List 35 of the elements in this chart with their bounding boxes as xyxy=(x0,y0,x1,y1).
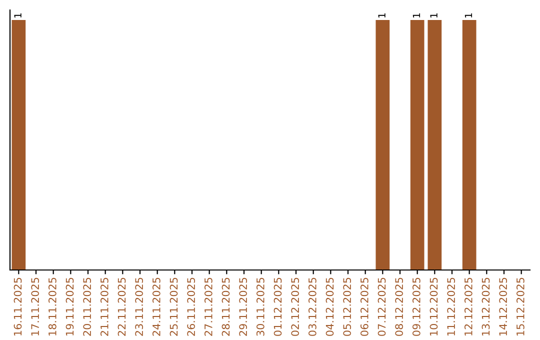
x-tick-label: 17.11.2025 xyxy=(31,278,40,336)
data-label: 1 xyxy=(14,13,22,18)
x-tick-label: 02.12.2025 xyxy=(291,278,300,336)
x-tick-label: 04.12.2025 xyxy=(326,278,334,336)
x-tick-label: 20.11.2025 xyxy=(83,278,92,336)
x-tick-label: 13.12.2025 xyxy=(482,278,490,336)
x-tick-label: 15.12.2025 xyxy=(516,278,524,336)
x-tick-label: 19.11.2025 xyxy=(66,278,74,336)
x-tick-label: 28.11.2025 xyxy=(222,278,230,336)
x-tick-label: 18.11.2025 xyxy=(48,278,56,336)
x-tick-label: 07.12.2025 xyxy=(378,278,386,336)
x-tick-label: 05.12.2025 xyxy=(343,278,352,336)
data-label: 1 xyxy=(378,13,386,18)
x-tick-label: 08.12.2025 xyxy=(395,278,404,336)
x-tick-label: 09.12.2025 xyxy=(412,278,420,336)
x-tick-label: 11.12.2025 xyxy=(447,278,456,336)
x-tick-label: 26.11.2025 xyxy=(187,278,196,336)
x-tick-label: 12.12.2025 xyxy=(464,278,472,336)
x-tick-label: 06.12.2025 xyxy=(360,278,368,336)
data-label: 1 xyxy=(412,13,420,18)
x-tick-label: 23.11.2025 xyxy=(135,278,144,336)
x-tick-label: 01.12.2025 xyxy=(274,278,282,336)
x-tick-label: 21.11.2025 xyxy=(100,278,108,336)
x-tick-label: 10.12.2025 xyxy=(430,278,438,336)
x-tick-label: 30.11.2025 xyxy=(256,278,264,336)
x-tick-label: 14.12.2025 xyxy=(499,278,508,336)
x-tick-label: 16.11.2025 xyxy=(14,278,22,336)
x-tick-label: 24.11.2025 xyxy=(152,278,160,336)
x-tick-label: 25.11.2025 xyxy=(170,278,178,336)
data-label: 1 xyxy=(464,13,472,18)
x-tick-label: 27.11.2025 xyxy=(204,278,212,336)
x-tick-label: 29.11.2025 xyxy=(239,278,248,336)
x-tick-label: 03.12.2025 xyxy=(308,278,316,336)
data-label: 1 xyxy=(430,13,438,18)
x-tick-label: 22.11.2025 xyxy=(118,278,126,336)
